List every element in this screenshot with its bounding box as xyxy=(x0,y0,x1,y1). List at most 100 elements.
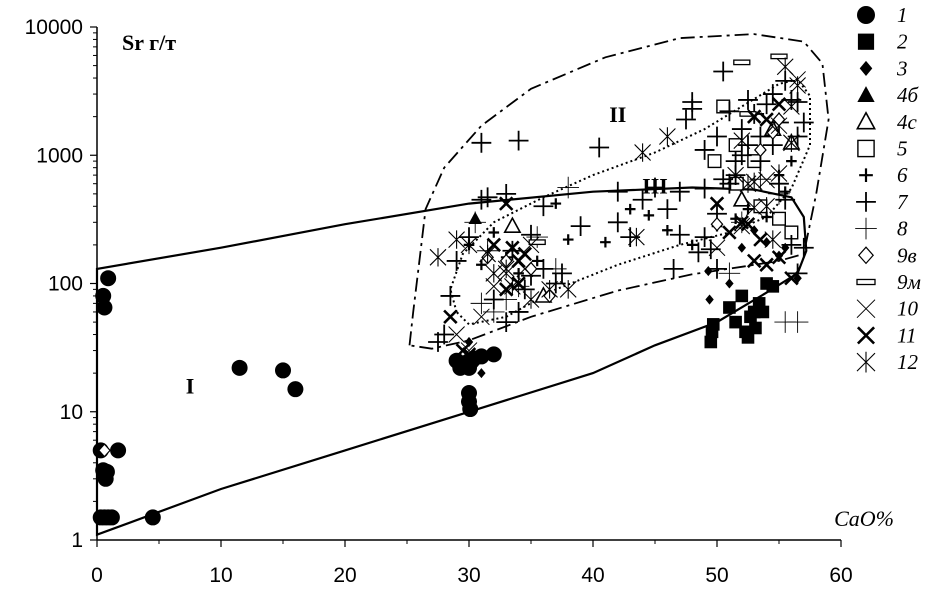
data-point xyxy=(710,216,724,232)
series-9м xyxy=(528,53,788,246)
data-point xyxy=(682,92,703,112)
y-tick-label: 1 xyxy=(71,529,83,552)
y-axis-label: Sr г/т xyxy=(122,30,176,55)
data-point xyxy=(707,126,727,147)
data-point xyxy=(448,326,465,343)
field-II-outline xyxy=(408,33,830,350)
legend-label: 1 xyxy=(897,3,908,27)
data-point xyxy=(783,98,800,115)
data-point xyxy=(759,257,774,272)
data-point xyxy=(770,117,788,135)
data-point xyxy=(738,90,758,110)
data-points xyxy=(92,53,814,526)
data-point xyxy=(600,236,611,248)
x-tick-label: 0 xyxy=(91,564,103,587)
data-point xyxy=(488,227,500,238)
legend-marker xyxy=(856,111,876,130)
data-point xyxy=(759,112,774,127)
data-point xyxy=(772,211,787,226)
data-point xyxy=(663,258,684,279)
data-point xyxy=(557,176,579,199)
data-point xyxy=(464,336,474,348)
data-point xyxy=(477,187,498,208)
data-point xyxy=(739,174,757,193)
data-point xyxy=(686,239,698,251)
legend-item: 9в xyxy=(857,243,917,267)
legend-marker xyxy=(856,326,876,345)
data-point xyxy=(522,290,540,309)
data-point xyxy=(747,305,761,319)
data-point xyxy=(719,101,740,122)
series-12 xyxy=(429,57,806,309)
data-point xyxy=(486,237,502,253)
data-point xyxy=(496,312,517,333)
data-point xyxy=(589,137,610,158)
data-point xyxy=(770,164,788,183)
data-point xyxy=(98,463,115,480)
x-tick-label: 20 xyxy=(333,564,356,587)
legend-item: 4б xyxy=(857,83,920,107)
legend-label: 4б xyxy=(897,83,920,107)
data-point xyxy=(428,332,448,352)
data-point xyxy=(497,259,515,279)
data-point xyxy=(745,172,763,192)
legend-marker xyxy=(857,33,875,50)
data-point xyxy=(705,294,714,305)
legend-item: 5 xyxy=(857,137,908,161)
data-point xyxy=(700,239,721,260)
data-point xyxy=(570,216,591,237)
data-point xyxy=(741,331,755,344)
axes: 0 10 20 30 40 50 60 1 10 100 1000 10000 xyxy=(25,16,853,587)
data-point xyxy=(103,509,120,526)
data-point xyxy=(508,130,529,151)
data-point xyxy=(776,57,794,76)
field-I-outline xyxy=(95,186,808,537)
legend-item: 9м xyxy=(856,270,921,294)
data-point xyxy=(504,277,521,296)
data-point xyxy=(784,270,799,286)
data-point xyxy=(144,509,161,526)
x-tick-label: 10 xyxy=(209,564,232,587)
legend-label: 6 xyxy=(897,163,908,187)
legend-label: 5 xyxy=(897,137,908,161)
legend-marker xyxy=(857,86,875,102)
data-point xyxy=(498,282,514,297)
data-point xyxy=(545,258,567,280)
data-point xyxy=(786,155,797,167)
legend-item: 10 xyxy=(856,297,919,321)
data-point xyxy=(746,253,762,269)
data-point xyxy=(471,132,492,153)
data-point xyxy=(607,181,628,202)
data-point xyxy=(669,224,690,245)
data-point xyxy=(709,196,725,211)
data-point xyxy=(733,131,751,150)
data-point xyxy=(753,142,767,158)
legend-item: 2 xyxy=(857,30,908,54)
data-point xyxy=(462,401,479,418)
legend-marker xyxy=(856,351,876,373)
data-point xyxy=(460,235,478,255)
data-point xyxy=(742,203,754,215)
data-point xyxy=(440,286,461,306)
region-label: II xyxy=(609,102,626,127)
data-point xyxy=(766,125,780,140)
data-point xyxy=(793,112,814,133)
data-point xyxy=(756,94,777,115)
data-point xyxy=(694,140,715,160)
y-tick-label: 10000 xyxy=(25,16,83,39)
data-point xyxy=(522,236,540,254)
data-point xyxy=(533,196,554,217)
legend-label: 8 xyxy=(897,217,908,241)
y-tick-label: 1000 xyxy=(36,144,83,167)
data-point xyxy=(624,203,636,215)
series-2 xyxy=(704,277,780,349)
data-point xyxy=(96,299,113,316)
data-point xyxy=(508,302,529,322)
data-point xyxy=(783,133,800,153)
legend-item: 4с xyxy=(856,110,918,134)
data-point xyxy=(676,109,696,130)
data-point xyxy=(727,165,744,185)
data-point xyxy=(704,266,713,277)
